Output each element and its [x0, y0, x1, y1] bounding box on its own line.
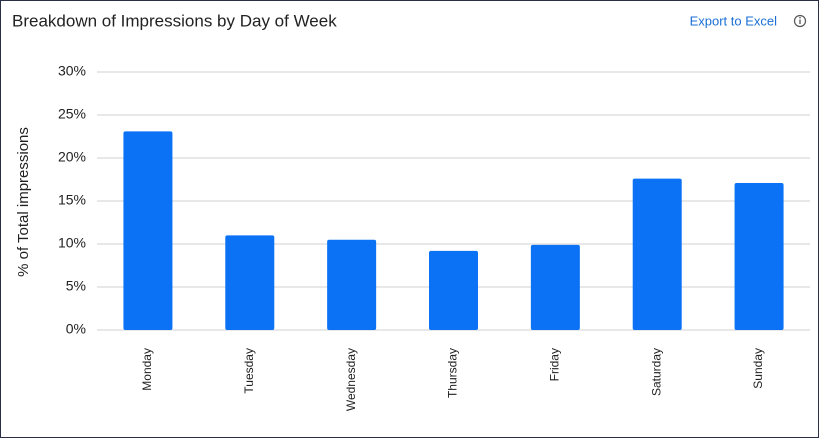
- y-tick-label: 10%: [58, 235, 86, 251]
- x-tick-label: Friday: [548, 348, 562, 381]
- x-tick-label: Saturday: [649, 348, 663, 396]
- x-tick-label: Wednesday: [344, 348, 358, 411]
- x-tick-label: Sunday: [751, 348, 765, 389]
- bar: [429, 250, 478, 330]
- y-tick-label: 15%: [58, 192, 86, 208]
- info-circle: [793, 14, 807, 28]
- bar: [123, 131, 173, 330]
- chart-title: Breakdown of Impressions by Day of Week: [12, 11, 337, 30]
- export-button[interactable]: Export to Excel: [690, 13, 778, 28]
- y-tick-label: 20%: [58, 149, 86, 165]
- bar: [530, 244, 580, 330]
- bar: [225, 235, 275, 330]
- bar: [327, 239, 377, 330]
- info-dot: [799, 16, 801, 19]
- x-tick-label: Tuesday: [242, 348, 256, 394]
- y-tick-label: 0%: [66, 321, 86, 337]
- y-tick-label: 25%: [58, 106, 86, 122]
- bar: [734, 182, 784, 330]
- x-tick-label: Thursday: [446, 348, 460, 398]
- y-tick-label: 5%: [66, 278, 86, 294]
- info-icon[interactable]: [793, 14, 807, 28]
- y-tick-label: 30%: [58, 63, 86, 79]
- bar: [632, 178, 682, 330]
- y-axis-title: % of Total impressions: [15, 127, 32, 277]
- x-tick-label: Monday: [140, 348, 154, 391]
